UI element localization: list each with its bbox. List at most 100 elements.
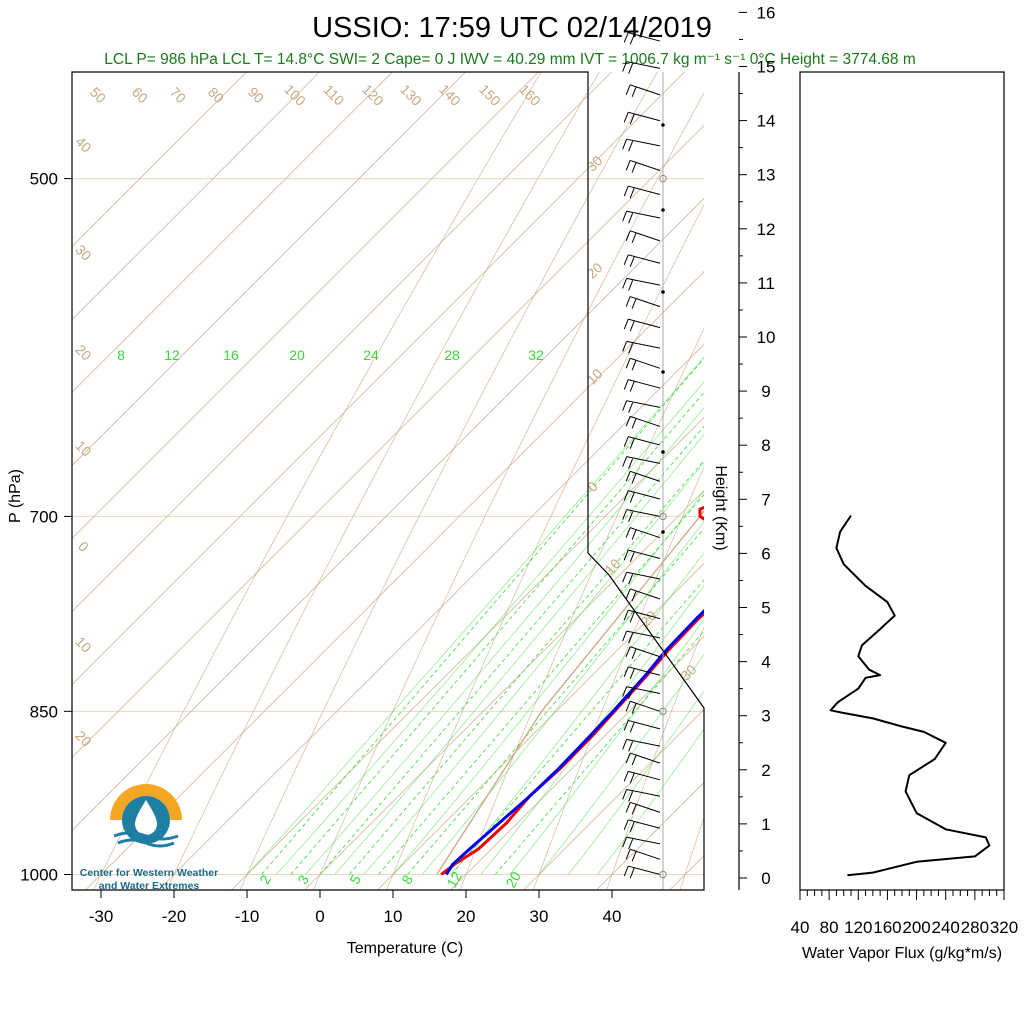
moist-adiabat — [392, 490, 704, 875]
mixing-ratio-bottom-label: 20 — [502, 869, 524, 891]
barb-shaft — [626, 630, 661, 639]
barb-flag — [622, 138, 628, 150]
isotherm-label: 50 — [87, 84, 109, 106]
barb-flag — [629, 320, 635, 332]
left-isotherm-label: 10 — [72, 633, 94, 655]
moist-adiabat — [451, 552, 704, 875]
station-marker — [659, 174, 667, 183]
barb-shaft — [628, 32, 661, 42]
barb-shaft — [628, 719, 661, 730]
dry-adiabat — [239, 72, 658, 890]
barb-flag — [625, 296, 631, 307]
barb-shaft — [628, 379, 661, 389]
isotherm-label: 130 — [397, 81, 425, 109]
barb-shaft — [629, 357, 661, 369]
barb-flag — [623, 185, 629, 197]
wind-barb — [623, 379, 661, 392]
barb-flag — [629, 438, 635, 449]
wind-barb — [622, 571, 661, 585]
height-tick-label: 16 — [757, 3, 776, 22]
skewt-frame — [71, 71, 705, 891]
isotherm-line — [72, 197, 704, 832]
barb-flag — [623, 318, 629, 330]
barb-flag — [629, 34, 635, 45]
logo-sun-arc — [110, 784, 182, 820]
station-marker — [659, 512, 667, 521]
y-tick-label: 700 — [30, 507, 58, 526]
moist-adiabat — [246, 356, 704, 875]
logo-wave-1 — [113, 831, 179, 841]
dry-adiabat — [459, 327, 704, 890]
barb-flag — [631, 360, 637, 371]
barb-shaft — [626, 210, 661, 219]
wind-barb — [625, 700, 661, 714]
station-marker — [659, 870, 667, 879]
barb-flag — [628, 213, 634, 224]
isotherm-line — [449, 635, 704, 890]
height-tick-label: 0 — [761, 869, 770, 888]
barb-flag — [625, 588, 631, 600]
wind-barb — [623, 770, 661, 784]
barb-flag — [623, 865, 629, 877]
barb-flag — [631, 851, 637, 862]
station-dot — [661, 530, 665, 534]
wind-barb — [622, 630, 661, 644]
barb-flag — [629, 256, 635, 267]
barb-flag — [625, 358, 631, 369]
height-tick-label: 15 — [757, 58, 776, 77]
barb-flag — [625, 752, 631, 764]
height-tick-label: 10 — [757, 328, 776, 347]
wind-barb — [623, 32, 661, 45]
barb-flag — [631, 703, 637, 714]
mixing-ratio-top-label: 32 — [528, 347, 544, 363]
wind-barb — [623, 609, 661, 623]
barb-flag — [625, 230, 631, 241]
dry-adiabat — [532, 466, 704, 890]
barb-shaft — [628, 666, 661, 676]
wind-barb — [623, 719, 661, 733]
skewt-border — [71, 71, 705, 891]
wind-barb — [623, 819, 661, 833]
barb-shaft — [626, 738, 661, 747]
barb-flag — [622, 211, 628, 222]
barb-flag — [623, 549, 629, 561]
barb-flag — [623, 490, 629, 501]
barb-shaft — [628, 549, 661, 560]
wind-barb — [625, 588, 661, 602]
station-marker — [659, 707, 667, 716]
barb-flag — [622, 456, 628, 467]
mixing-ratio-line — [451, 579, 704, 875]
isotherm-label: 100 — [281, 81, 309, 109]
wind-barbs — [622, 32, 661, 879]
isotherm-label: 160 — [516, 81, 544, 109]
wind-barb — [625, 470, 661, 484]
flux-border — [799, 71, 1005, 891]
logo-wave-2 — [117, 838, 175, 848]
left-isotherm-label: 30 — [72, 241, 94, 263]
left-isotherm-label: 20 — [72, 341, 94, 363]
mixing-ratio-line — [348, 459, 704, 875]
wind-barb — [623, 666, 661, 679]
barb-flag — [629, 867, 635, 879]
mixing-ratio-line — [319, 425, 704, 875]
wind-barb — [622, 340, 661, 354]
wind-barb — [625, 646, 661, 659]
x-axis-label: Temperature (C) — [347, 940, 463, 957]
wind-barb — [625, 84, 661, 97]
barb-flag — [622, 278, 628, 289]
isotherm-label: 140 — [436, 81, 464, 109]
barb-shaft — [626, 836, 661, 845]
y-tick-label: 1000 — [20, 866, 58, 885]
barb-flag — [623, 720, 629, 731]
height-tick-label: 1 — [761, 815, 770, 834]
moist-adiabat — [275, 381, 704, 875]
mixing-ratio-line — [261, 357, 704, 875]
wind-barb — [622, 836, 661, 850]
wind-barb — [623, 318, 661, 332]
barb-flag — [631, 418, 637, 429]
barb-flag — [628, 511, 634, 522]
isotherm-line — [72, 72, 613, 613]
barb-flag — [622, 572, 628, 583]
barb-shaft — [629, 415, 661, 427]
